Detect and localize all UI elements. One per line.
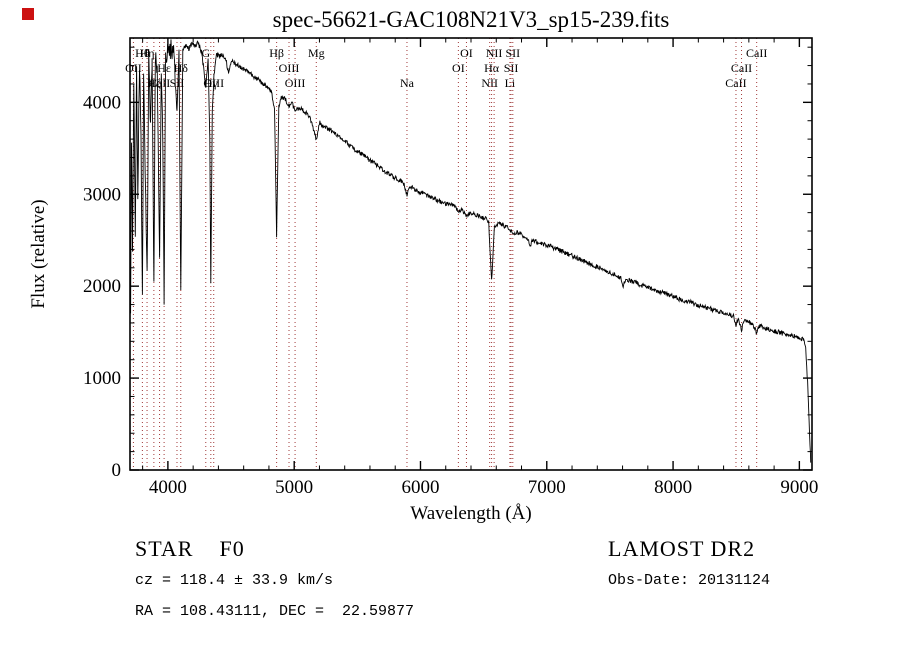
y-tick-label: 2000 bbox=[83, 276, 121, 297]
survey-label: LAMOST DR2 bbox=[608, 536, 756, 561]
marker-label: OI bbox=[452, 61, 465, 75]
marker-label: Li bbox=[505, 76, 516, 90]
marker-label: OIII bbox=[285, 76, 306, 90]
marker-label: CaII bbox=[725, 76, 746, 90]
marker-label: NII bbox=[481, 76, 498, 90]
marker-label: OIII bbox=[279, 61, 300, 75]
x-tick-label: 9000 bbox=[780, 477, 818, 498]
marker-label: CaII bbox=[746, 46, 767, 60]
x-tick-label: 7000 bbox=[528, 477, 566, 498]
marker-label: Hε bbox=[157, 61, 171, 75]
marker-label: CaII bbox=[731, 61, 752, 75]
y-tick-label: 4000 bbox=[83, 92, 121, 113]
ra-dec-value: RA = 108.43111, DEC = 22.59877 bbox=[135, 603, 415, 620]
marker-label: Hα bbox=[484, 61, 500, 75]
obs-date: Obs-Date: 20131124 bbox=[608, 572, 771, 589]
corner-marker bbox=[22, 8, 34, 20]
marker-label: Hδ bbox=[174, 61, 189, 75]
cz-value: cz = 118.4 ± 33.9 km/s bbox=[135, 572, 334, 589]
marker-label: Na bbox=[400, 76, 415, 90]
object-class-label: STAR F0 bbox=[135, 536, 245, 561]
x-tick-label: 4000 bbox=[149, 477, 187, 498]
marker-label: Hγ bbox=[204, 76, 219, 90]
marker-label: CaII bbox=[149, 76, 170, 90]
marker-label: SII bbox=[505, 46, 520, 60]
plot-frame bbox=[129, 37, 813, 471]
marker-label: Hη bbox=[140, 46, 155, 60]
spectral-line-markers: OIIHθHηHζCaIIHεSIIHδGHγOIIIHβOIIIOIIIMgN… bbox=[125, 38, 767, 470]
spectrum-trace bbox=[130, 39, 812, 463]
marker-label: OI bbox=[460, 46, 473, 60]
y-tick-label: 3000 bbox=[83, 184, 121, 205]
x-tick-label: 6000 bbox=[401, 477, 439, 498]
chart-title: spec-56621-GAC108N21V3_sp15-239.fits bbox=[273, 7, 670, 32]
y-tick-label: 0 bbox=[112, 460, 122, 481]
x-axis-label: Wavelength (Å) bbox=[410, 503, 531, 524]
y-tick-label: 1000 bbox=[83, 368, 121, 389]
axes: 4000 5000 6000 7000 8000 9000 0 1000 2000 3000 400… bbox=[83, 37, 818, 498]
marker-label: Hβ bbox=[269, 46, 284, 60]
x-tick-label: 8000 bbox=[654, 477, 692, 498]
spectrum-chart: spec-56621-GAC108N21V3_sp15-239.fitsOIIH… bbox=[28, 7, 818, 524]
marker-label: Mg bbox=[308, 46, 325, 60]
x-tick-label: 5000 bbox=[275, 477, 313, 498]
marker-label: G bbox=[201, 46, 210, 60]
marker-label: SII bbox=[504, 61, 519, 75]
marker-label: NII bbox=[486, 46, 503, 60]
marker-label: Hθ bbox=[135, 46, 150, 60]
y-axis-label: Flux (relative) bbox=[28, 199, 49, 308]
